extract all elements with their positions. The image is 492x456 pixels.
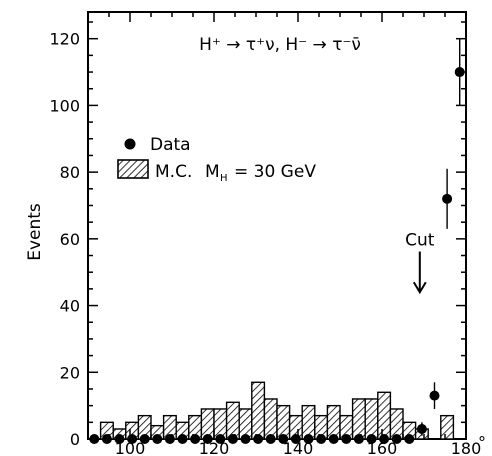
x-tick-label: 160 xyxy=(367,439,398,456)
y-tick-label: 60 xyxy=(60,230,80,249)
legend-mass-value: = 30 GeV xyxy=(234,162,316,182)
y-axis-label: Events xyxy=(25,203,45,261)
y-tick-label: 120 xyxy=(49,30,80,49)
data-point xyxy=(391,434,402,444)
data-point xyxy=(202,434,213,444)
legend: Data M.C. M H = 30 GeV xyxy=(117,135,316,184)
data-point xyxy=(353,434,364,444)
data-point xyxy=(316,434,327,444)
mc-histogram-bar xyxy=(364,398,379,440)
data-point xyxy=(341,434,352,444)
mc-histogram-bar xyxy=(377,391,392,440)
chart-title: H⁺ → τ⁺ν, H⁻ → τ⁻ν̄ xyxy=(199,35,361,55)
data-point xyxy=(278,434,289,444)
legend-mc-label: M.C. xyxy=(155,162,192,182)
data-point xyxy=(240,434,251,444)
plot-frame xyxy=(87,11,467,440)
data-point xyxy=(454,67,465,78)
data-point xyxy=(114,434,125,444)
data-point xyxy=(429,390,440,401)
data-point xyxy=(303,434,314,444)
x-tick-label: 120 xyxy=(199,439,230,456)
mc-histogram-bar xyxy=(225,401,240,440)
data-point xyxy=(366,434,377,444)
data-point xyxy=(139,434,150,444)
data-point xyxy=(442,193,453,204)
data-point xyxy=(177,434,188,444)
data-point xyxy=(404,434,415,444)
legend-data-label: Data xyxy=(150,135,191,155)
legend-data-marker xyxy=(124,138,136,150)
x-tick-label: 100 xyxy=(115,439,146,456)
data-point xyxy=(215,434,226,444)
mc-histogram-bar xyxy=(263,398,278,440)
axes: 100 120 140 160 180° 0 20 40 60 80 100 120 xyxy=(49,12,486,456)
x-unit-label: ° xyxy=(478,433,486,452)
cut-label: Cut xyxy=(405,231,435,251)
mc-histogram-bar xyxy=(276,404,291,440)
data-point xyxy=(164,434,175,444)
data-point xyxy=(253,434,264,444)
data-point xyxy=(265,434,276,444)
mc-histogram-bar xyxy=(251,381,266,440)
cut-annotation: Cut xyxy=(405,231,435,295)
y-tick-label: 40 xyxy=(60,297,80,316)
legend-mass-symbol: M xyxy=(205,162,220,182)
mc-histogram-bar xyxy=(301,404,316,440)
data-point xyxy=(101,434,112,444)
mc-histogram-bar xyxy=(351,398,366,440)
data-point xyxy=(152,434,163,444)
data-point xyxy=(416,423,427,434)
legend-mass-subscript: H xyxy=(220,173,228,184)
mc-histogram xyxy=(99,381,455,440)
cut-arrow-icon xyxy=(412,281,427,295)
y-tick-label: 100 xyxy=(49,96,80,115)
mc-histogram-bar xyxy=(326,404,341,440)
x-tick-label: 180 xyxy=(451,439,482,456)
x-tick-label: 140 xyxy=(283,439,314,456)
legend-mc-swatch xyxy=(117,159,149,179)
y-tick-label: 80 xyxy=(60,163,80,182)
y-tick-label: 20 xyxy=(60,363,80,382)
data-point xyxy=(227,434,238,444)
mc-histogram-bar xyxy=(440,414,455,440)
y-tick-label: 0 xyxy=(70,430,80,449)
data-point xyxy=(328,434,339,444)
